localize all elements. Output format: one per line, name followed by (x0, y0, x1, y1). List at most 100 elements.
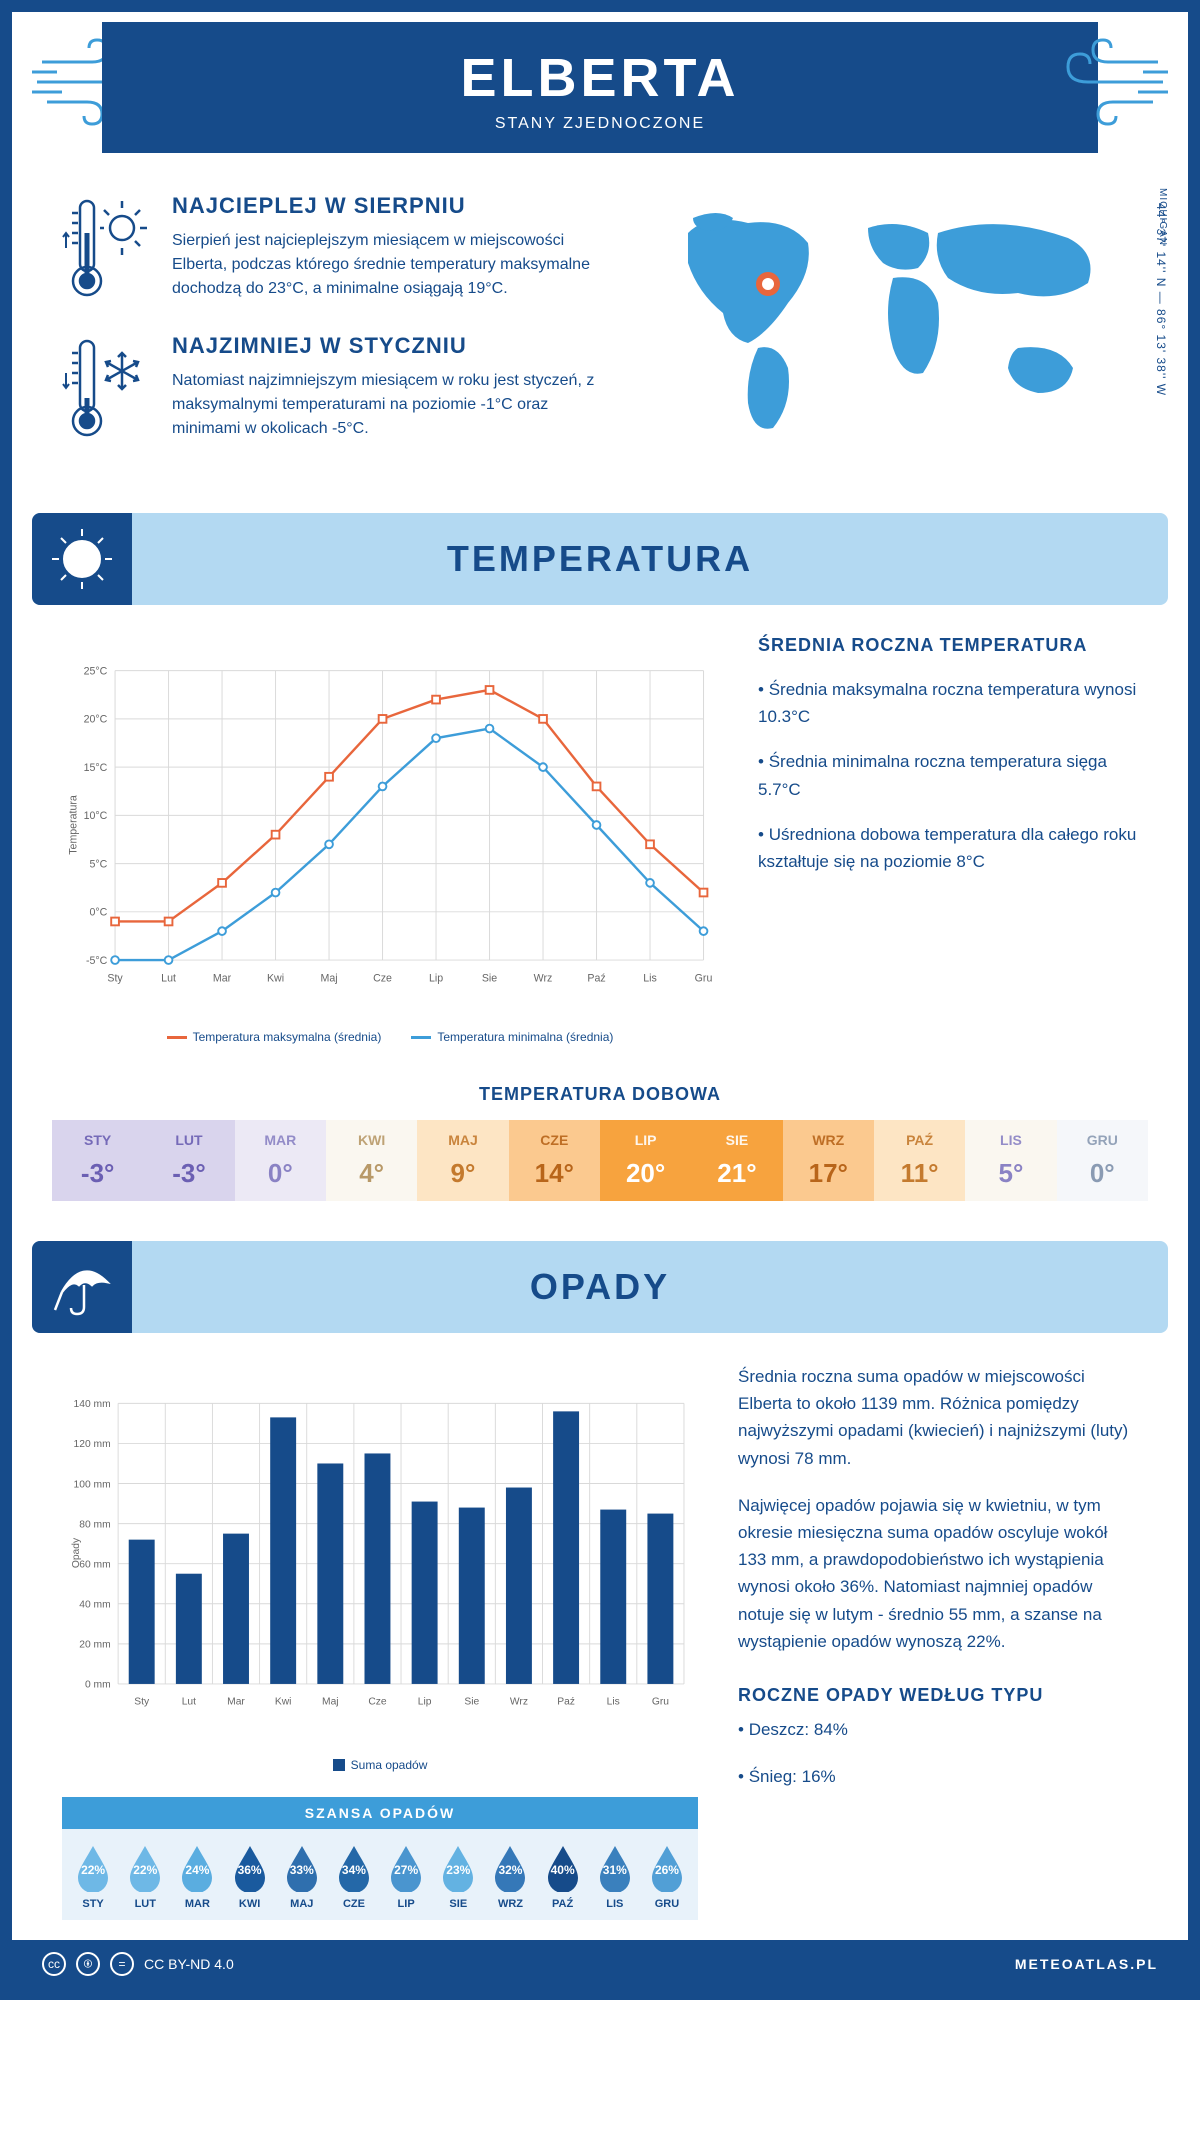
daily-month: SIE (691, 1132, 782, 1148)
svg-text:Lis: Lis (607, 1697, 620, 1708)
footer: cc 🅯 = CC BY-ND 4.0 METEOATLAS.PL (12, 1940, 1188, 1988)
daily-value: -3° (143, 1158, 234, 1189)
chance-cell: 33% MAJ (276, 1844, 328, 1910)
daily-cell: LIS 5° (965, 1120, 1056, 1201)
svg-text:Mar: Mar (213, 972, 232, 984)
chance-cell: 26% GRU (641, 1844, 693, 1910)
svg-text:Kwi: Kwi (267, 972, 284, 984)
daily-value: 14° (509, 1158, 600, 1189)
svg-text:Kwi: Kwi (275, 1697, 292, 1708)
daily-month: MAR (235, 1132, 326, 1148)
daily-value: 5° (965, 1158, 1056, 1189)
temperature-heading: TEMPERATURA (32, 538, 1168, 580)
warm-body: Sierpień jest najcieplejszym miesiącem w… (172, 229, 598, 301)
world-map-icon (638, 193, 1138, 453)
temp-legend: Temperatura maksymalna (średnia) Tempera… (62, 1030, 718, 1044)
footer-site: METEOATLAS.PL (1015, 1956, 1158, 1972)
nd-icon: = (110, 1952, 134, 1976)
chance-cell: 27% LIP (380, 1844, 432, 1910)
legend-precip-label: Suma opadów (351, 1758, 428, 1772)
svg-text:Maj: Maj (320, 972, 337, 984)
raindrop-icon: 26% (648, 1844, 686, 1892)
chance-value: 22% (133, 1863, 157, 1877)
cold-block: NAJZIMNIEJ W STYCZNIU Natomiast najzimni… (62, 333, 598, 443)
chance-value: 24% (185, 1863, 209, 1877)
daily-cell: LIP 20° (600, 1120, 691, 1201)
raindrop-icon: 40% (544, 1844, 582, 1892)
legend-min: Temperatura minimalna (średnia) (411, 1030, 613, 1044)
by-icon: 🅯 (76, 1952, 100, 1976)
daily-temp-heading: TEMPERATURA DOBOWA (12, 1084, 1188, 1105)
chance-month: LIS (589, 1898, 641, 1910)
daily-month: MAJ (417, 1132, 508, 1148)
legend-swatch-precip (333, 1759, 345, 1771)
precip-p2: Najwięcej opadów pojawia się w kwietniu,… (738, 1492, 1138, 1655)
daily-month: STY (52, 1132, 143, 1148)
precip-p1: Średnia roczna suma opadów w miejscowośc… (738, 1363, 1138, 1472)
thermometer-snow-icon (62, 333, 152, 443)
daily-cell: KWI 4° (326, 1120, 417, 1201)
precip-bar-chart: 0 mm20 mm40 mm60 mm80 mm100 mm120 mm140 … (62, 1363, 698, 1743)
chance-heading: SZANSA OPADÓW (62, 1797, 698, 1829)
temperature-section: -5°C0°C5°C10°C15°C20°C25°CStyLutMarKwiMa… (12, 605, 1188, 1074)
svg-text:Sty: Sty (134, 1697, 150, 1708)
svg-text:25°C: 25°C (84, 666, 108, 678)
svg-text:140 mm: 140 mm (74, 1399, 111, 1410)
thermometer-sun-icon (62, 193, 152, 303)
svg-text:Lis: Lis (643, 972, 657, 984)
daily-value: 0° (1057, 1158, 1148, 1189)
svg-text:Cze: Cze (373, 972, 392, 984)
temp-bullet-0: • Średnia maksymalna roczna temperatura … (758, 676, 1138, 730)
svg-text:Maj: Maj (322, 1697, 339, 1708)
raindrop-icon: 23% (439, 1844, 477, 1892)
svg-text:20 mm: 20 mm (79, 1640, 110, 1651)
svg-text:Wrz: Wrz (534, 972, 553, 984)
daily-cell: WRZ 17° (783, 1120, 874, 1201)
daily-cell: PAŹ 11° (874, 1120, 965, 1201)
daily-value: -3° (52, 1158, 143, 1189)
warm-block: NAJCIEPLEJ W SIERPNIU Sierpień jest najc… (62, 193, 598, 303)
chance-value: 33% (290, 1863, 314, 1877)
svg-text:Gru: Gru (695, 972, 713, 984)
temperature-banner: TEMPERATURA (32, 513, 1168, 605)
precip-type-heading: ROCZNE OPADY WEDŁUG TYPU (738, 1685, 1138, 1706)
temp-bullet-1: • Średnia minimalna roczna temperatura s… (758, 748, 1138, 802)
chance-month: LUT (119, 1898, 171, 1910)
legend-precip: Suma opadów (333, 1758, 428, 1772)
svg-text:60 mm: 60 mm (79, 1559, 110, 1570)
svg-text:20°C: 20°C (84, 714, 108, 726)
chance-value: 23% (446, 1863, 470, 1877)
svg-text:10°C: 10°C (84, 810, 108, 822)
chance-month: GRU (641, 1898, 693, 1910)
svg-text:-5°C: -5°C (86, 955, 108, 967)
chance-cell: 36% KWI (224, 1844, 276, 1910)
raindrop-icon: 22% (74, 1844, 112, 1892)
temp-info-heading: ŚREDNIA ROCZNA TEMPERATURA (758, 635, 1138, 656)
chance-cell: 23% SIE (432, 1844, 484, 1910)
svg-text:Cze: Cze (368, 1697, 387, 1708)
header-banner: ELBERTA STANY ZJEDNOCZONE (102, 22, 1098, 153)
legend-max: Temperatura maksymalna (średnia) (167, 1030, 382, 1044)
precip-chart-wrap: 0 mm20 mm40 mm60 mm80 mm100 mm120 mm140 … (62, 1363, 698, 1920)
chance-month: SIE (432, 1898, 484, 1910)
chance-wrap: SZANSA OPADÓW 22% STY 22% LUT 24% MAR 36… (62, 1797, 698, 1920)
chance-cell: 34% CZE (328, 1844, 380, 1910)
daily-temp-table: STY -3° LUT -3° MAR 0° KWI 4° MAJ 9° CZE… (52, 1120, 1148, 1201)
daily-month: LIP (600, 1132, 691, 1148)
chance-month: LIP (380, 1898, 432, 1910)
daily-month: LIS (965, 1132, 1056, 1148)
chance-cell: 32% WRZ (484, 1844, 536, 1910)
daily-cell: GRU 0° (1057, 1120, 1148, 1201)
temp-info: ŚREDNIA ROCZNA TEMPERATURA • Średnia mak… (758, 635, 1138, 1044)
daily-value: 11° (874, 1158, 965, 1189)
daily-month: KWI (326, 1132, 417, 1148)
svg-text:Lip: Lip (418, 1697, 432, 1708)
intro-text-column: NAJCIEPLEJ W SIERPNIU Sierpień jest najc… (62, 193, 598, 473)
raindrop-icon: 31% (596, 1844, 634, 1892)
warm-heading: NAJCIEPLEJ W SIERPNIU (172, 193, 598, 219)
svg-text:Mar: Mar (227, 1697, 245, 1708)
temp-chart-wrap: -5°C0°C5°C10°C15°C20°C25°CStyLutMarKwiMa… (62, 635, 718, 1044)
location-title: ELBERTA (102, 47, 1098, 109)
legend-swatch-min (411, 1036, 431, 1039)
cold-body: Natomiast najzimniejszym miesiącem w rok… (172, 369, 598, 441)
